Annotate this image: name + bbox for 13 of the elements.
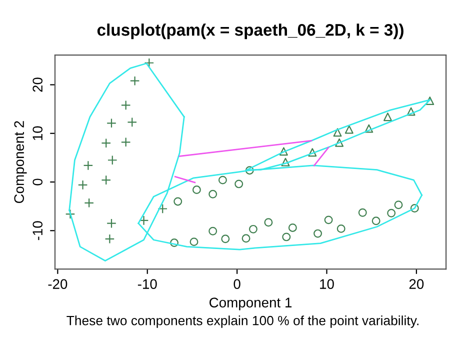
x-axis-title: Component 1 [210, 298, 292, 310]
x-tick-label: -10 [138, 279, 157, 289]
x-tick-label: -20 [48, 279, 68, 289]
y-axis-title: Component 2 [14, 121, 27, 204]
x-tick-label: 10 [320, 279, 334, 289]
y-tick-label: 10 [32, 126, 43, 140]
x-tick-label: 20 [409, 279, 424, 289]
y-tick-label: 20 [32, 78, 43, 92]
text: These two components explain 100 % of the point variability. [66, 316, 418, 328]
y-tick-label: -10 [32, 221, 43, 240]
y-tick-label: 0 [32, 178, 43, 186]
x-tick-label: 0 [234, 279, 240, 289]
chart-title: clusplot(pam(x = spaeth_06_2D, k = 3)) [97, 24, 404, 40]
